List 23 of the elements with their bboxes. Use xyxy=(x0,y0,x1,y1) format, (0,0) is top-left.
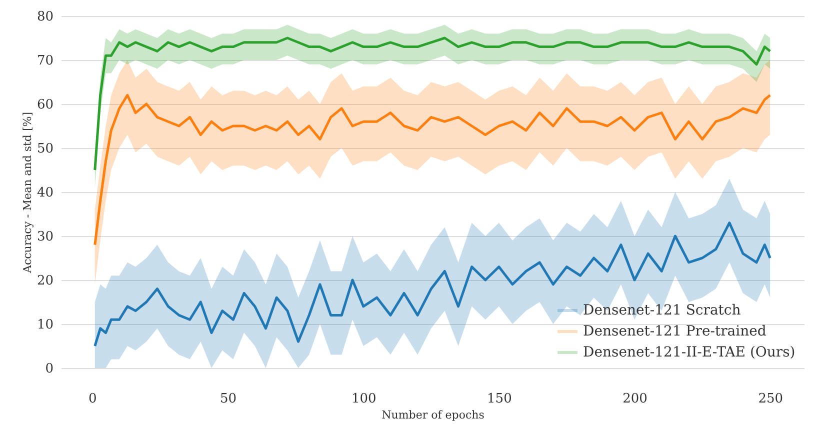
legend-label: Densenet-121 Scratch xyxy=(583,302,741,318)
x-tick-label: 100 xyxy=(351,392,376,406)
x-tick-label: 50 xyxy=(220,392,237,406)
y-tick-label: 20 xyxy=(36,274,54,288)
x-tick-label: 0 xyxy=(88,392,97,406)
legend-label: Densenet-121-II-E-TAE (Ours) xyxy=(583,344,796,360)
y-tick-label: 70 xyxy=(36,54,54,68)
y-axis-title: Accuracy - Mean and std [%] xyxy=(20,112,34,274)
legend-label: Densenet-121 Pre-trained xyxy=(583,324,766,340)
y-tick-label: 0 xyxy=(45,362,54,376)
x-tick-label: 150 xyxy=(487,392,512,406)
x-axis-title: Number of epochs xyxy=(382,408,485,422)
y-tick-label: 60 xyxy=(36,98,54,112)
y-tick-label: 30 xyxy=(36,230,54,244)
y-tick-label: 40 xyxy=(36,186,54,200)
y-tick-label: 10 xyxy=(36,318,54,332)
line-series xyxy=(94,222,772,348)
line-series xyxy=(94,36,772,172)
x-tick-label: 250 xyxy=(758,392,784,406)
x-tick-label: 200 xyxy=(622,392,648,406)
y-tick-label: 80 xyxy=(36,10,54,24)
line-series xyxy=(94,94,772,246)
y-tick-label: 50 xyxy=(36,142,54,156)
